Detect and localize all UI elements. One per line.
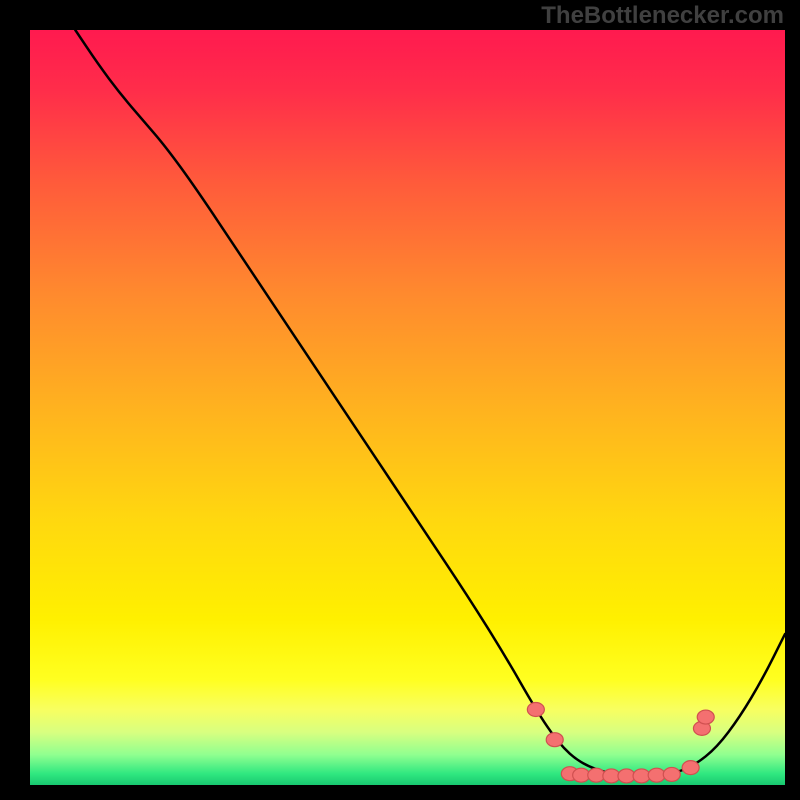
chart-frame: TheBottlenecker.com <box>0 0 800 800</box>
gradient-background <box>30 30 785 785</box>
data-marker <box>588 768 605 782</box>
data-marker <box>648 768 665 782</box>
data-marker <box>603 769 620 783</box>
data-marker <box>682 761 699 775</box>
bottleneck-chart <box>30 30 785 785</box>
data-marker <box>546 733 563 747</box>
data-marker <box>697 710 714 724</box>
data-marker <box>663 767 680 781</box>
data-marker <box>618 769 635 783</box>
watermark-label: TheBottlenecker.com <box>541 2 784 30</box>
data-marker <box>527 703 544 717</box>
data-marker <box>633 769 650 783</box>
data-marker <box>573 768 590 782</box>
